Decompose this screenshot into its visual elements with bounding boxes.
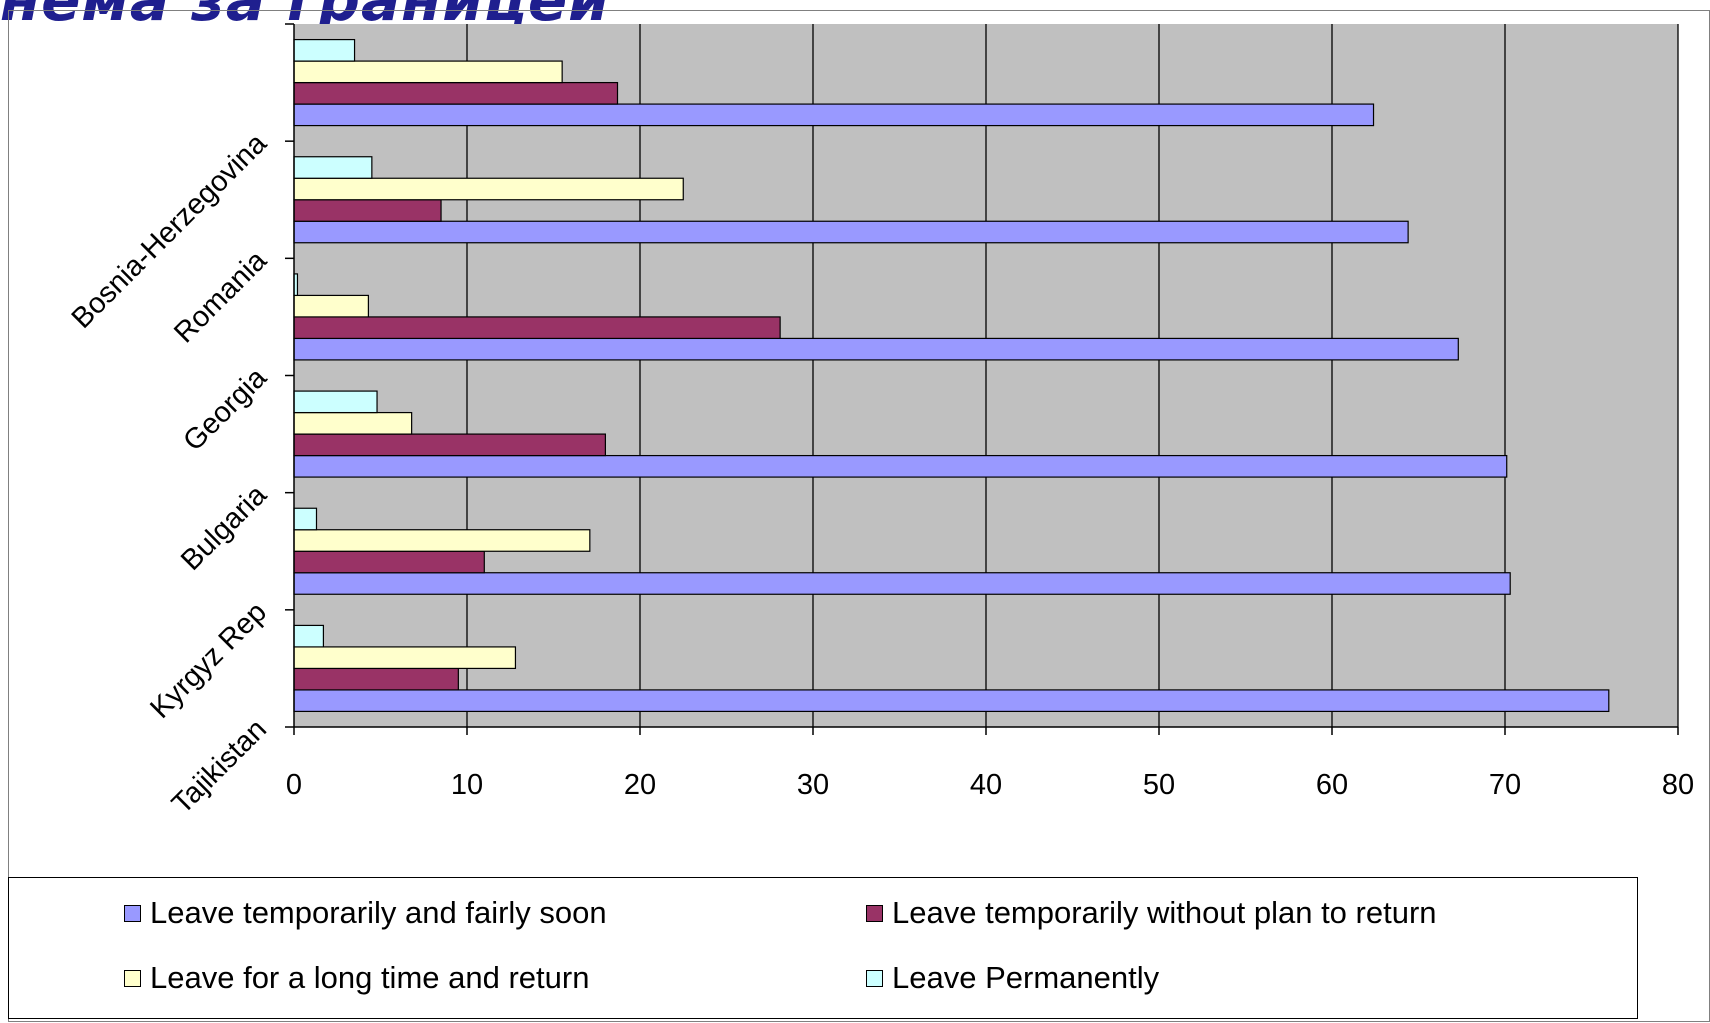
legend-label: Leave Permanently: [892, 960, 1160, 995]
bar: [293, 646, 517, 670]
bar: [293, 689, 1610, 713]
category-label: Bosnia-Herzegovina: [66, 127, 274, 335]
legend-swatch: [124, 904, 141, 922]
bar: [293, 156, 373, 179]
bar: [293, 550, 485, 574]
bar: [293, 454, 1508, 478]
bar: [293, 411, 413, 435]
plot-area: [293, 24, 1679, 728]
bar: [293, 220, 1409, 244]
bar: [293, 316, 781, 340]
category-label: Kyrgyz Rep: [144, 596, 273, 725]
legend-item: Leave for a long time and return: [124, 960, 589, 996]
category-label: Bulgaria: [175, 478, 273, 576]
x-tick-label: 0: [286, 769, 302, 801]
legend-swatch: [124, 969, 141, 987]
bar: [293, 337, 1459, 361]
bar: [293, 624, 325, 648]
category-label: Romania: [168, 244, 273, 349]
legend-item: Leave temporarily without plan to return: [866, 895, 1437, 931]
legend-label: Leave temporarily and fairly soon: [150, 895, 607, 930]
bar: [293, 529, 591, 552]
bar: [293, 667, 459, 691]
legend-swatch: [866, 969, 883, 987]
bar: [293, 81, 619, 105]
bar: [293, 177, 684, 201]
category-label: Georgia: [177, 361, 273, 457]
x-tick-label: 50: [1143, 769, 1175, 801]
bar: [293, 199, 442, 222]
bar: [293, 433, 606, 457]
legend-label: Leave for a long time and return: [150, 960, 590, 995]
x-tick-label: 30: [797, 769, 829, 801]
bar: [293, 390, 378, 414]
legend-item: Leave temporarily and fairly soon: [124, 895, 607, 931]
x-tick-label: 70: [1489, 769, 1521, 801]
x-tick-label: 80: [1662, 769, 1694, 801]
x-tick-label: 60: [1316, 769, 1348, 801]
legend-label: Leave temporarily without plan to return: [892, 895, 1437, 930]
bar: [293, 60, 563, 84]
bar: [293, 507, 318, 531]
x-tick-label: 20: [624, 769, 656, 801]
x-tick-label: 40: [970, 769, 1002, 801]
x-tick-label: 10: [451, 769, 483, 801]
x-axis-ticks: 0 10 20 30 40 50 60 70 80: [286, 727, 1694, 801]
bar: [293, 38, 356, 62]
category-label: Tajikistan: [166, 713, 273, 820]
bar: [293, 294, 369, 318]
bar: [293, 103, 1375, 127]
chart-legend: Leave temporarily and fairly soon Leave …: [8, 877, 1638, 1019]
bar: [293, 572, 1511, 595]
legend-swatch: [866, 904, 883, 922]
legend-item: Leave Permanently: [866, 960, 1159, 996]
